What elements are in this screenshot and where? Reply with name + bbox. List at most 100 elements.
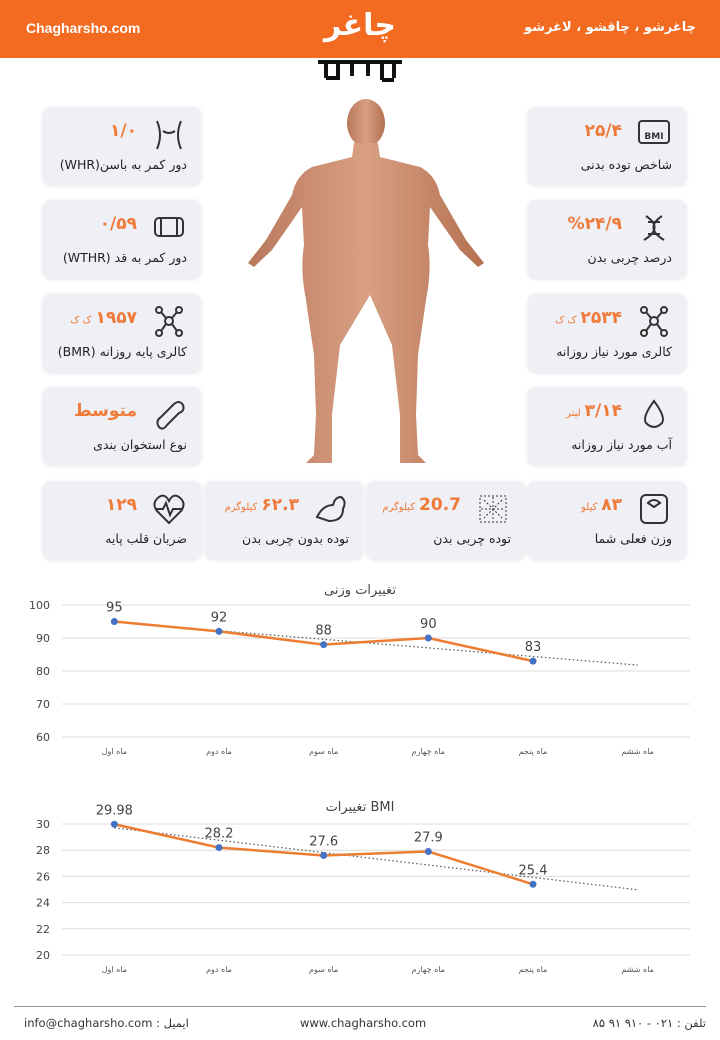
y-tick-label: 90 — [36, 632, 50, 645]
card-value: ۶۲.۳کیلوگرم — [225, 495, 299, 515]
card-value: 20.7کیلوگرم — [382, 495, 461, 515]
card-label: توده چربی بدن — [433, 531, 511, 546]
x-tick-label: ماه پنجم — [519, 965, 548, 974]
data-point — [424, 848, 432, 856]
card: ۲۵۳۴ک ک کالری مورد نیاز روزانه — [528, 294, 686, 372]
card-value: ۸۳کیلو — [581, 495, 622, 515]
logo-icon — [318, 60, 402, 82]
x-tick-label: ماه سوم — [309, 747, 338, 756]
value-text: ۲۵۳۴ — [580, 308, 622, 328]
charts: تغییرات وزنی 60 70 80 90 100 ماه اول ماه دوم ماه… — [29, 583, 690, 974]
slogan: چاغرشو ، چاقشو ، لاغرشو — [524, 20, 696, 35]
data-label: 92 — [211, 610, 228, 625]
x-tick-label: ماه چهارم — [412, 965, 445, 974]
email[interactable]: ایمیل : info@chagharsho.com — [24, 1016, 189, 1030]
card: ۳/۱۴لیتر آب مورد نیاز روزانه — [528, 387, 686, 465]
x-tick-label: ماه دوم — [206, 747, 232, 756]
data-label: 27.6 — [309, 834, 338, 849]
value-unit: کیلو — [580, 502, 598, 513]
x-tick-label: ماه ششم — [621, 965, 654, 974]
card-value: ۲۵۳۴ک ک — [555, 308, 622, 328]
data-point — [110, 820, 118, 828]
data-label: 25.4 — [519, 863, 548, 878]
value-unit: کیلوگرم — [382, 502, 416, 513]
value-unit: ک ک — [70, 315, 92, 326]
phone: تلفن : ۰۲۱ - ۹۱۰ ۹۱ ۸۵ — [592, 1016, 706, 1030]
card-label: دور کمر به باسن(WHR) — [59, 157, 187, 172]
value-text: ۱۹۵۷ — [95, 308, 137, 328]
card-icon — [640, 306, 668, 337]
card: ۱۲۹ ضربان قلب پایه — [43, 481, 201, 559]
card: ۸۳کیلو وزن فعلی شما — [528, 481, 686, 559]
value-unit: کیلوگرم — [224, 502, 258, 513]
card-value: ۱۹۵۷ک ک — [70, 308, 137, 328]
card-icon — [156, 120, 182, 150]
card-icon — [479, 495, 507, 523]
card-label: شاخص توده بدنی — [580, 157, 672, 172]
y-tick-label: 60 — [36, 731, 50, 744]
data-label: 90 — [420, 617, 437, 632]
value-text: ۲۵/۴ — [584, 121, 622, 141]
card-label: توده بدون چربی بدن — [242, 531, 349, 546]
card-value: ۱۲۹ — [106, 495, 137, 515]
data-point — [320, 851, 328, 859]
card-label: ضربان قلب پایه — [105, 531, 187, 546]
value-text: ۱/۰ — [110, 121, 137, 141]
y-tick-label: 24 — [36, 897, 50, 910]
value-text: ۱۲۹ — [105, 495, 137, 515]
value-text: متوسط — [73, 401, 137, 421]
card-label: دور کمر به قد (WTHR) — [62, 250, 187, 265]
body-figure — [248, 99, 484, 463]
card-icon — [155, 306, 183, 337]
card-icon — [156, 401, 185, 430]
card-value: ۰/۵۹ — [100, 214, 137, 234]
x-tick-label: ماه اول — [102, 965, 127, 974]
card-icon — [643, 215, 665, 241]
value-unit: لیتر — [566, 408, 581, 419]
card-label: درصد چربی بدن — [587, 250, 672, 265]
data-point — [110, 618, 118, 625]
x-tick-label: ماه چهارم — [412, 747, 445, 756]
data-label: 88 — [315, 624, 332, 639]
site-name[interactable]: Chagharsho.com — [26, 20, 141, 36]
y-tick-label: 26 — [36, 870, 50, 883]
card: 20.7کیلوگرم توده چربی بدن — [367, 481, 525, 559]
card-label: آب مورد نیاز روزانه — [571, 437, 672, 452]
card-icon — [315, 495, 346, 523]
logo[interactable]: چاغر — [323, 8, 397, 43]
card-icon: BMI — [638, 120, 670, 144]
x-tick-label: ماه ششم — [621, 747, 654, 756]
card-icon — [644, 399, 664, 428]
y-tick-label: 22 — [36, 923, 50, 936]
data-point — [424, 634, 432, 642]
value-text: ۳/۱۴ — [584, 401, 622, 421]
svg-text:BMI: BMI — [644, 132, 663, 142]
website[interactable]: www.chagharsho.com — [300, 1016, 427, 1030]
value-text: %۲۴/۹ — [567, 214, 622, 234]
card-icon — [153, 494, 185, 525]
y-tick-label: 30 — [36, 818, 50, 831]
data-point — [320, 641, 328, 649]
card: ۱/۰ دور کمر به باسن(WHR) — [43, 107, 201, 185]
card: ۰/۵۹ دور کمر به قد (WTHR) — [43, 200, 201, 278]
y-tick-label: 80 — [36, 665, 50, 678]
y-tick-label: 100 — [29, 599, 50, 612]
x-tick-label: ماه دوم — [206, 965, 232, 974]
card: ۱۹۵۷ک ک کالری پایه روزانه (BMR) — [43, 294, 201, 372]
y-tick-label: 70 — [36, 698, 50, 711]
footer-line — [14, 1006, 706, 1007]
data-label: 29.98 — [96, 803, 133, 818]
card: متوسط نوع استخوان بندی — [43, 387, 201, 465]
data-point — [215, 844, 223, 852]
x-tick-label: ماه اول — [102, 747, 127, 756]
card-value: ۱/۰ — [110, 121, 137, 141]
value-text: ۶۲.۳ — [261, 495, 299, 515]
chart-title: تغییرات وزنی — [324, 583, 396, 598]
card-label: کالری پایه روزانه (BMR) — [57, 344, 187, 359]
value-unit: ک ک — [555, 315, 577, 326]
header — [0, 0, 720, 58]
card-value: %۲۴/۹ — [568, 214, 622, 234]
card: BMI ۲۵/۴ شاخص توده بدنی — [528, 107, 686, 185]
value-text: 20.7 — [419, 495, 461, 515]
